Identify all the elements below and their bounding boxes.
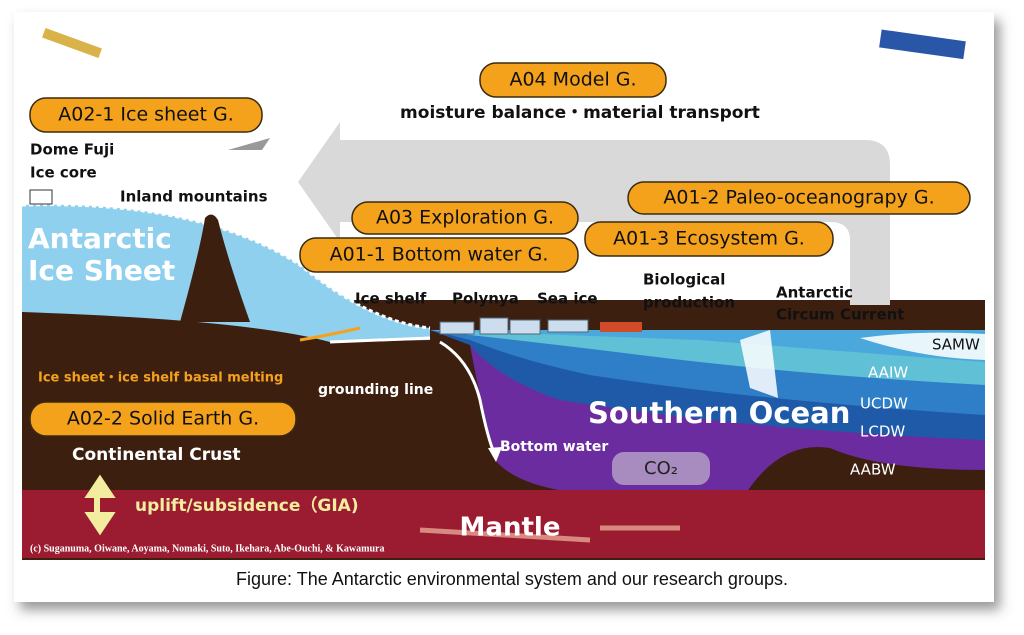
label: UCDW: [860, 395, 908, 413]
label: Sea ice: [537, 290, 598, 308]
group-label: A02-2 Solid Earth G.: [67, 408, 259, 430]
group-label: A02-1 Ice sheet G.: [58, 104, 234, 126]
label: uplift/subsidence（GIA): [135, 495, 359, 516]
label: Circum Current: [776, 306, 904, 324]
label: Ice Sheet: [28, 254, 175, 287]
label: SAMW: [932, 336, 980, 354]
label: Dome Fuji: [30, 141, 114, 159]
copyright: (c) Suganuma, Oiwane, Aoyama, Nomaki, Su…: [30, 543, 384, 554]
illustration: [21, 20, 985, 560]
label: Bottom water: [500, 439, 608, 455]
label: AAIW: [868, 364, 908, 382]
label: Polynya: [452, 290, 519, 308]
label: Biological: [643, 271, 725, 289]
label: Southern Ocean: [588, 396, 850, 430]
label: Ice sheet・ice shelf basal melting: [38, 371, 283, 386]
label: CO₂: [644, 458, 678, 479]
group-label: A01-2 Paleo-oceanograpy G.: [663, 187, 934, 209]
label: Continental Crust: [72, 445, 241, 465]
group-label: A01-1 Bottom water G.: [330, 244, 549, 266]
group-label: A03 Exploration G.: [376, 207, 554, 229]
label: Ice core: [30, 164, 97, 182]
label: Antarctic: [28, 222, 172, 255]
label: grounding line: [318, 382, 433, 398]
label: Antarctic: [776, 284, 853, 302]
caption: Figure: The Antarctic environmental syst…: [236, 569, 788, 589]
group-label: A04 Model G.: [509, 69, 636, 91]
label: Mantle: [460, 513, 561, 543]
label: AABW: [850, 461, 896, 479]
label: Ice shelf: [355, 290, 427, 308]
label: LCDW: [860, 423, 905, 441]
group-label: A01-3 Ecosystem G.: [613, 228, 805, 250]
label: production: [643, 294, 735, 312]
group-labels: A04 Model G. A02-1 Ice sheet G. A03 Expl…: [29, 62, 971, 437]
label: moisture balance・material transport: [400, 103, 760, 123]
label: Inland mountains: [120, 188, 268, 206]
labels: moisture balance・material transport Dome…: [28, 103, 980, 554]
